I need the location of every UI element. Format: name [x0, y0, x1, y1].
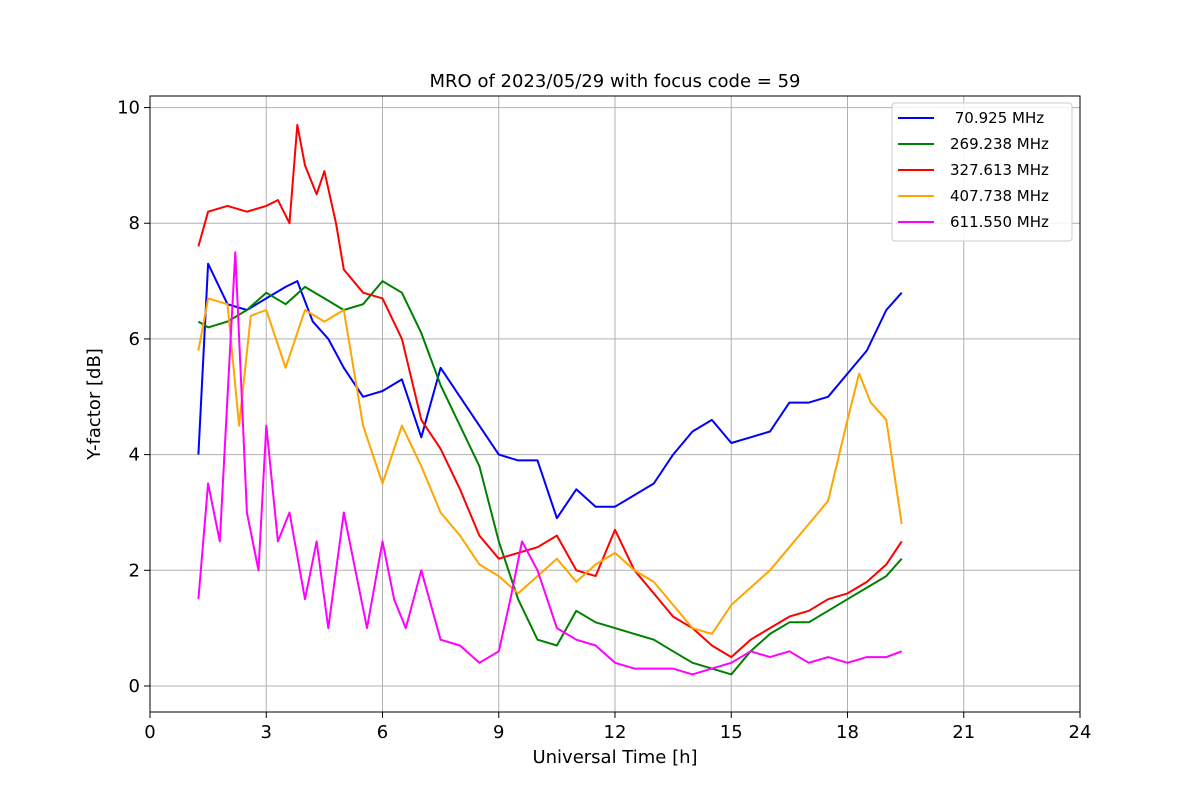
series-lines — [197, 123, 903, 676]
y-tick-label: 0 — [129, 676, 140, 697]
y-tick-label: 10 — [117, 98, 140, 119]
x-tick-label: 18 — [836, 722, 859, 743]
legend-label-0: 70.925 MHz — [950, 109, 1044, 127]
legend-items: 70.925 MHz 269.238 MHz 327.613 MHz 407.738 … — [898, 109, 1049, 231]
y-axis-ticks: 0 2 4 6 8 10 — [117, 98, 150, 697]
x-tick-label: 15 — [720, 722, 743, 743]
series-line-1 — [197, 280, 903, 676]
y-axis-label: Y-factor [dB] — [84, 348, 105, 461]
x-tick-label: 0 — [144, 722, 155, 743]
legend-box — [891, 102, 1073, 242]
y-tick-label: 8 — [129, 213, 140, 234]
legend-label-1: 269.238 MHz — [950, 135, 1049, 153]
x-axis-label: Universal Time [h] — [532, 747, 697, 768]
legend-label-2: 327.613 MHz — [950, 161, 1049, 179]
y-tick-label: 2 — [129, 560, 140, 581]
y-tick-label: 4 — [129, 445, 140, 466]
series-line-4 — [197, 251, 903, 676]
x-tick-label: 21 — [952, 722, 975, 743]
series-line-3 — [197, 297, 903, 635]
y-tick-label: 6 — [129, 329, 140, 350]
x-tick-label: 9 — [493, 722, 504, 743]
x-axis-ticks: 0 3 6 9 12 15 18 21 24 — [144, 712, 1091, 743]
legend-label-3: 407.738 MHz — [950, 187, 1049, 205]
series-line-2 — [197, 123, 903, 659]
x-tick-label: 6 — [377, 722, 388, 743]
legend: 70.925 MHz 269.238 MHz 327.613 MHz 407.738 … — [891, 102, 1073, 242]
chart-title: MRO of 2023/05/29 with focus code = 59 — [430, 71, 801, 92]
x-tick-label: 12 — [604, 722, 627, 743]
series-line-0 — [197, 262, 903, 520]
legend-label-4: 611.550 MHz — [950, 213, 1049, 231]
x-tick-label: 24 — [1069, 722, 1092, 743]
x-tick-label: 3 — [261, 722, 272, 743]
